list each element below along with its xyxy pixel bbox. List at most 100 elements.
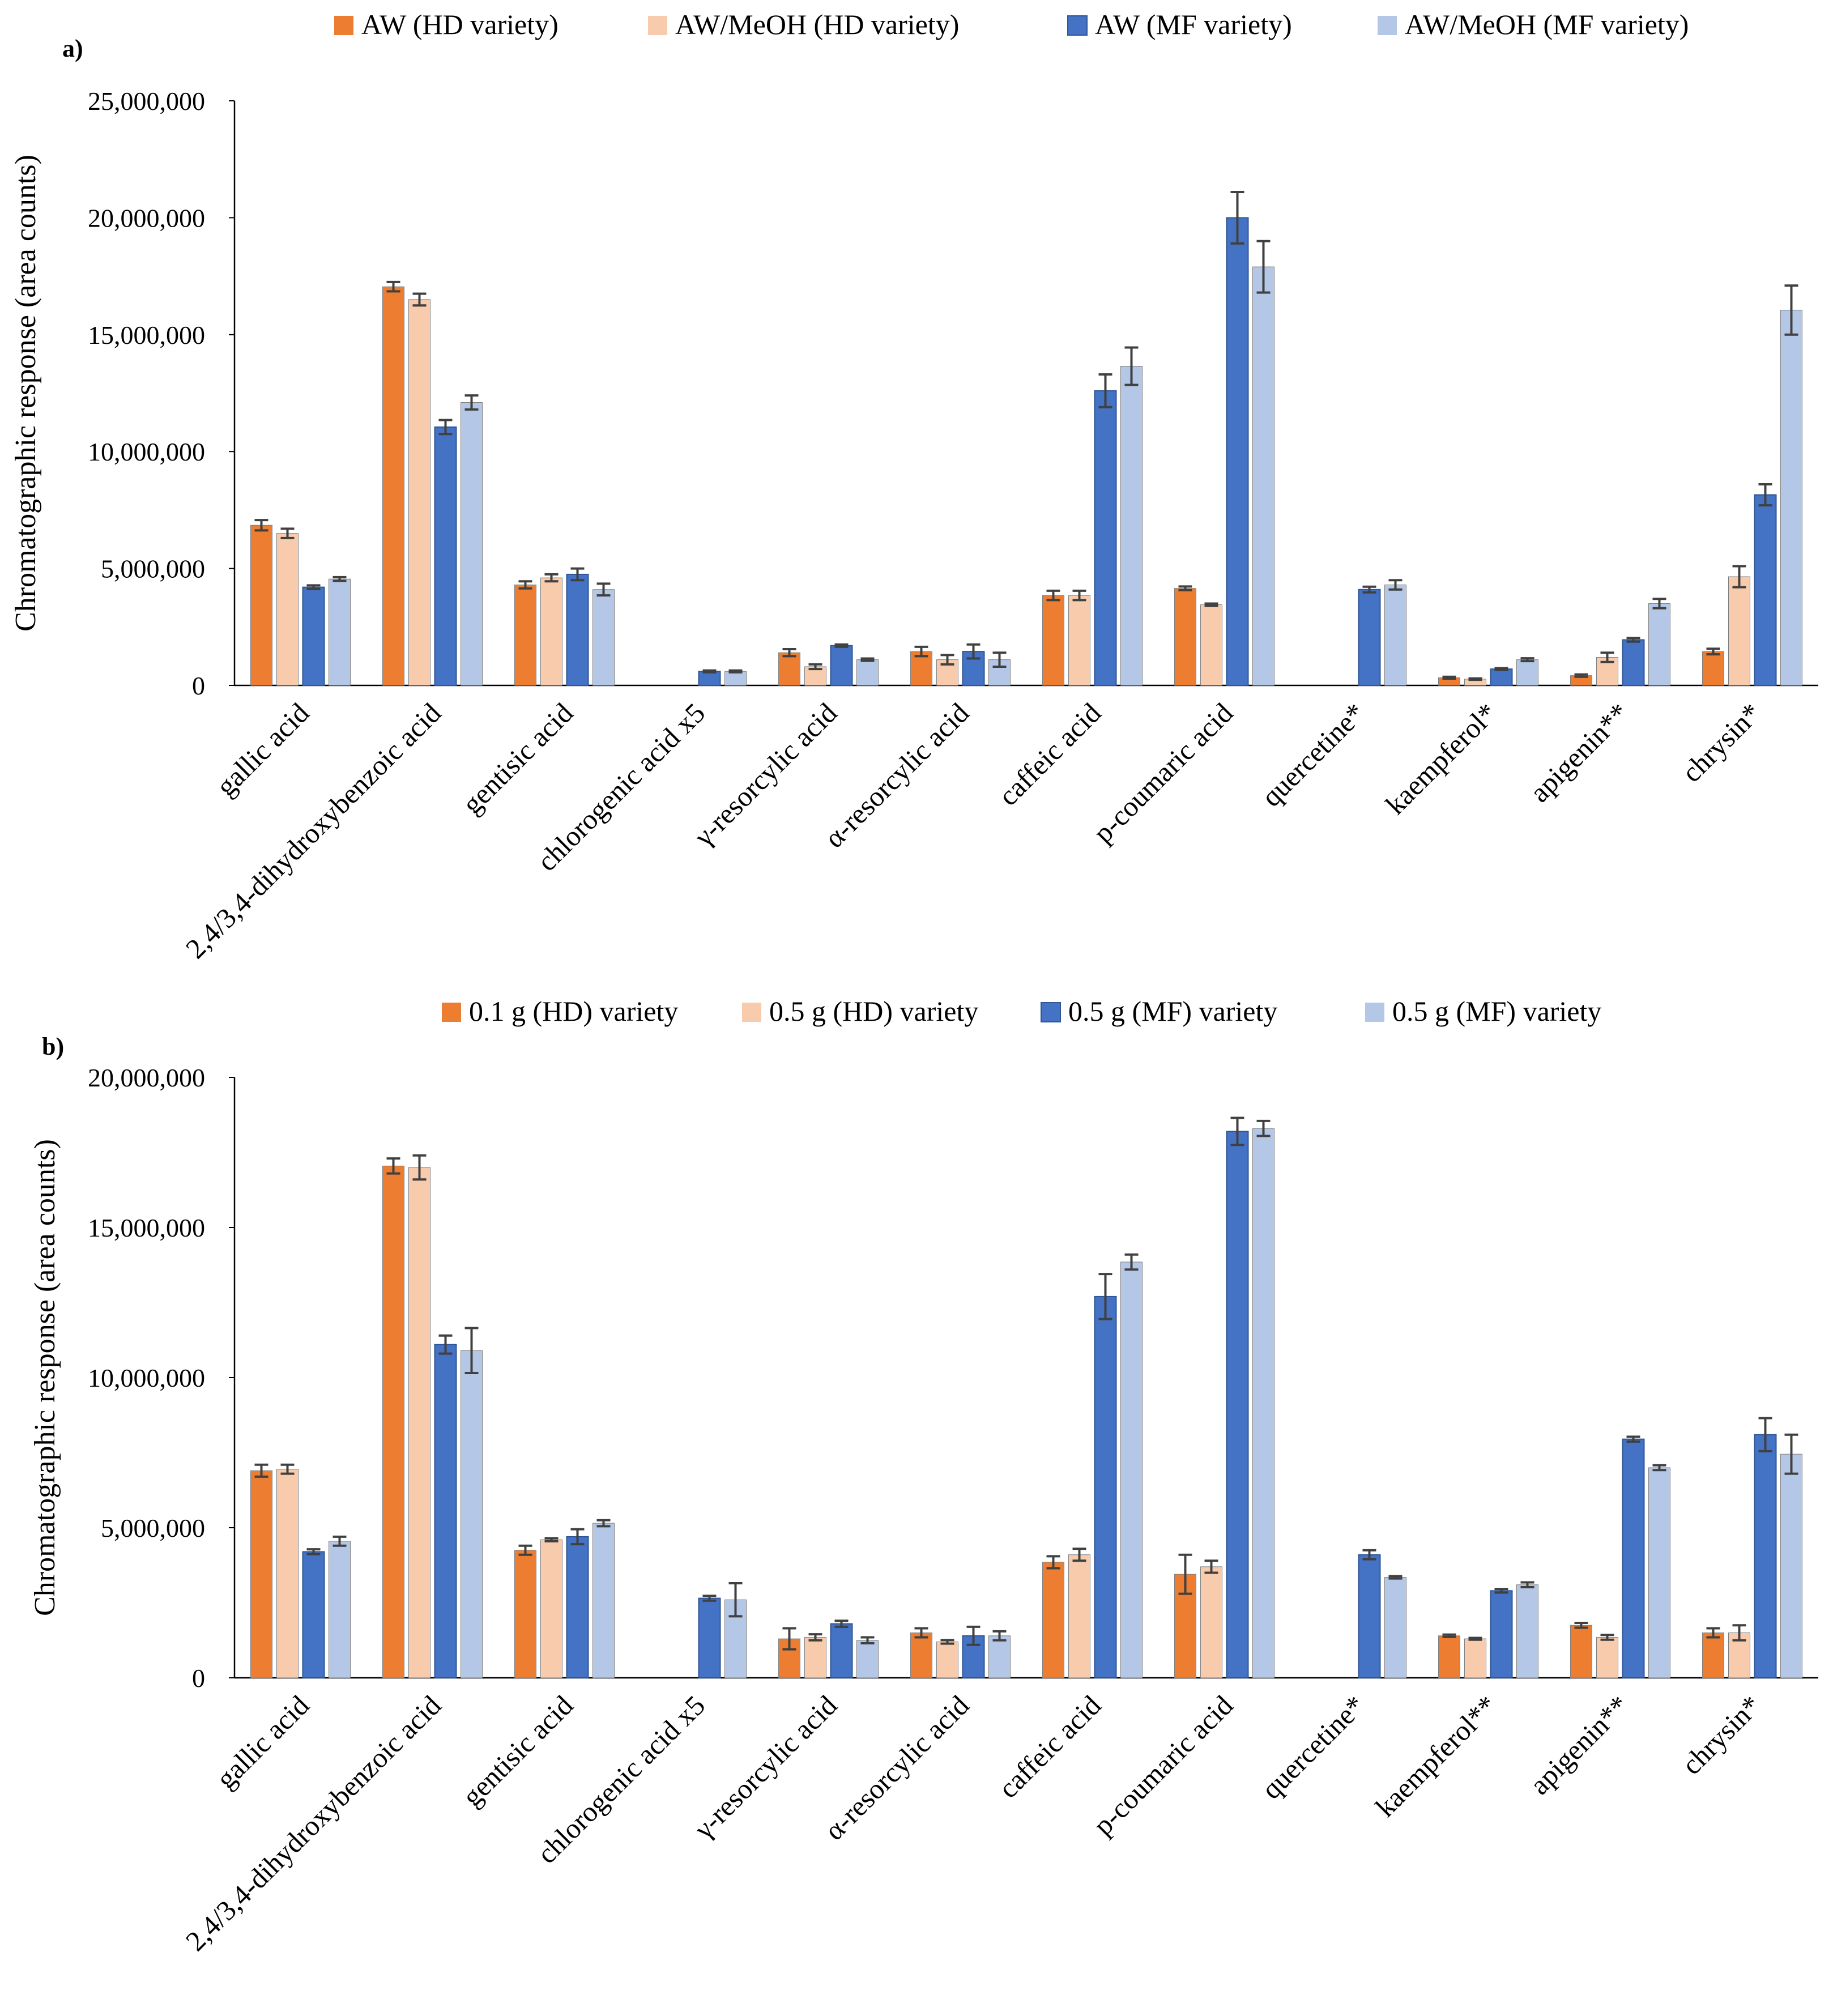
bar: [592, 1523, 615, 1678]
bar: [988, 1635, 1011, 1678]
y-tick-label: 25,000,000: [88, 87, 205, 116]
bar: [1384, 1576, 1406, 1678]
bar: [382, 1165, 404, 1678]
bar: [514, 584, 536, 686]
bar: [1358, 589, 1381, 686]
bar: [936, 1641, 958, 1678]
bar: [1384, 584, 1406, 686]
bar: [1068, 595, 1090, 686]
panel-b-chart: b) 0.1 g (HD) variety 0.5 g (HD) variety 0.…: [29, 995, 1818, 1957]
bar: [698, 1597, 721, 1679]
y-tick-label: 10,000,000: [88, 437, 205, 466]
y-axis-title: Chromatographic response (area counts): [10, 155, 42, 632]
category-label: quercetine*: [1255, 697, 1371, 812]
bar: [434, 1344, 457, 1678]
panel-label: a): [62, 35, 83, 62]
bar: [302, 1551, 325, 1678]
legend-label: 0.1 g (HD) variety: [469, 995, 678, 1027]
bar: [1358, 1554, 1381, 1678]
legend-label: 0.5 g (HD) variety: [769, 995, 978, 1027]
category-label: p-coumaric acid: [1087, 1689, 1239, 1841]
category-label: apigenin**: [1524, 1689, 1635, 1801]
panel-a-chart: a) AW (HD variety) AW/MeOH (HD variety) AW …: [10, 8, 1818, 965]
bar: [1648, 603, 1670, 686]
legend-label: AW (MF variety): [1095, 8, 1292, 40]
bar: [1226, 217, 1249, 686]
y-tick-label: 20,000,000: [88, 1063, 205, 1092]
bar: [434, 426, 457, 687]
bar: [778, 652, 800, 686]
category-label: gentisic acid: [456, 1689, 579, 1812]
bar: [1702, 651, 1724, 686]
bar: [250, 1470, 272, 1678]
category-label: gentisic acid: [456, 697, 579, 820]
category-label: gallic acid: [210, 1689, 315, 1795]
category-label: chrysin*: [1676, 697, 1767, 788]
bar: [1252, 1128, 1274, 1678]
bar: [830, 1623, 853, 1679]
bar: [329, 1541, 351, 1678]
y-tick-label: 20,000,000: [88, 203, 205, 232]
category-label: apigenin**: [1524, 697, 1635, 808]
bar: [1490, 1590, 1513, 1679]
legend-label: 0.5 g (MF) variety: [1068, 995, 1277, 1027]
legend-label: AW/MeOH (MF variety): [1405, 8, 1689, 40]
bar: [1200, 604, 1222, 686]
bar: [1728, 576, 1750, 686]
legend-swatch: [648, 16, 667, 35]
bar: [830, 645, 853, 686]
bar: [408, 299, 430, 686]
y-axis-title: Chromatographic response (area counts): [29, 1139, 61, 1616]
bar: [910, 1633, 932, 1678]
bar: [1120, 1261, 1143, 1678]
legend-label: AW (HD variety): [361, 8, 559, 40]
legend-swatch: [1067, 15, 1088, 36]
legend-label: AW/MeOH (HD variety): [675, 8, 959, 40]
legend-label: 0.5 g (MF) variety: [1392, 995, 1601, 1027]
category-label: kaempferol*: [1379, 697, 1503, 820]
bar: [540, 577, 562, 686]
bar: [1252, 266, 1274, 686]
legend-swatch: [742, 1003, 761, 1022]
bar: [461, 402, 483, 686]
bar: [1648, 1467, 1670, 1678]
bar: [592, 589, 615, 686]
category-label: chrysin*: [1676, 1689, 1767, 1780]
bar: [276, 533, 299, 686]
bar: [302, 586, 325, 687]
category-label: 2,4/3,4-dihydroxybenzoic acid: [180, 1689, 447, 1957]
bar: [1438, 1635, 1460, 1678]
legend-swatch: [1041, 1002, 1061, 1022]
bar: [1068, 1554, 1090, 1678]
y-tick-label: 10,000,000: [88, 1363, 205, 1392]
bar: [1094, 390, 1117, 686]
bar: [1226, 1131, 1249, 1678]
bar: [1094, 1295, 1117, 1678]
legend-swatch: [334, 16, 353, 35]
bar: [1120, 366, 1143, 686]
bar: [1702, 1633, 1724, 1678]
bar: [698, 671, 721, 687]
bar: [1200, 1566, 1222, 1678]
bar: [1570, 1625, 1592, 1678]
bar: [540, 1539, 562, 1678]
bar: [1780, 1454, 1802, 1678]
bar: [1042, 1562, 1064, 1678]
bar: [1596, 1636, 1618, 1678]
bar: [566, 1536, 589, 1678]
y-tick-label: 0: [192, 671, 205, 700]
bar: [1754, 494, 1777, 686]
bar: [1490, 668, 1513, 687]
bar: [724, 671, 747, 686]
bar: [250, 525, 272, 686]
bar: [1780, 309, 1802, 686]
panel-label: b): [42, 1033, 64, 1060]
category-label: p-coumaric acid: [1087, 697, 1239, 849]
bar: [1174, 588, 1196, 686]
category-label: caffeic acid: [992, 697, 1107, 812]
category-label: kaempferol**: [1369, 1689, 1503, 1823]
bar: [408, 1167, 430, 1678]
legend-swatch: [1365, 1003, 1384, 1022]
category-label: 2,4/3,4-dihydroxybenzoic acid: [180, 697, 447, 965]
